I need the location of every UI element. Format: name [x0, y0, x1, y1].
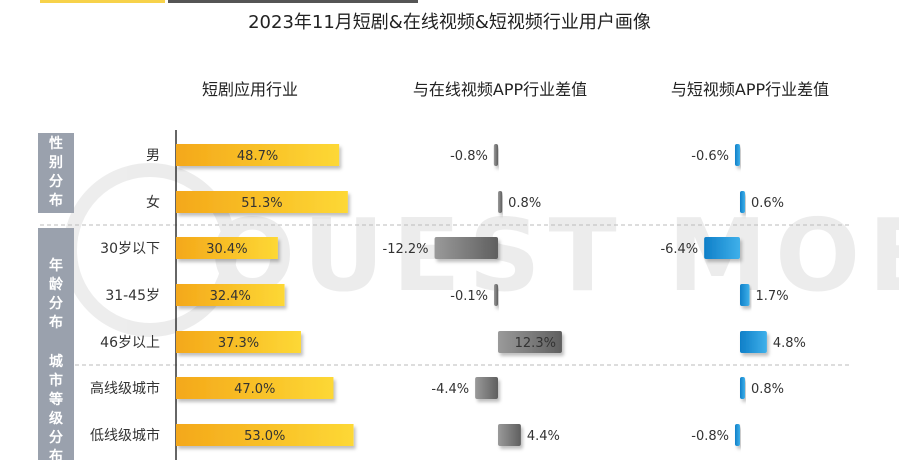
online-video-diff-label: 0.8% [508, 196, 541, 211]
group-tab: 城市等级分布 [38, 354, 74, 465]
short-drama-bar [176, 237, 278, 259]
row-label: 高线级城市 [90, 381, 160, 397]
row-label: 低线级城市 [90, 428, 160, 444]
short-video-diff-bar [740, 377, 745, 399]
short-video-diff-bar [740, 331, 767, 353]
short-drama-value-label: 51.3% [241, 196, 282, 211]
short-drama-value-label: 30.4% [206, 242, 247, 257]
online-video-diff-bar [498, 191, 503, 213]
header-short-video-diff: 与短视频APP行业差值 [670, 80, 830, 99]
short-video-diff-label: -6.4% [660, 242, 698, 257]
top-accent-stripe-dark [168, 0, 418, 3]
group-tab: 性别分布 [38, 133, 74, 213]
online-video-diff-bar [475, 377, 498, 399]
online-video-diff-label: -0.1% [450, 289, 488, 304]
short-drama-bar [176, 144, 340, 166]
online-video-diff-label: -12.2% [383, 242, 429, 257]
short-video-diff-bar [704, 237, 740, 259]
short-video-diff-bar [740, 191, 745, 213]
online-video-diff-bar [498, 424, 521, 446]
short-drama-bar [176, 377, 334, 399]
short-video-diff-label: 0.6% [751, 196, 784, 211]
short-video-diff-label: -0.6% [691, 149, 729, 164]
short-video-diff-bar [735, 424, 740, 446]
short-drama-bar [176, 424, 354, 446]
row-label: 46岁以上 [100, 335, 160, 351]
short-drama-bar [176, 191, 348, 213]
group-tab-label: 年龄分布 [48, 257, 63, 331]
top-accent-stripe-yellow [40, 0, 165, 3]
watermark: QUEST MOBILE [63, 163, 899, 337]
group-tab-label: 城市等级分布 [48, 354, 63, 465]
online-video-diff-label: 4.4% [527, 429, 560, 444]
group-tab-label: 性别分布 [48, 136, 63, 209]
group-tab: 年龄分布 [38, 228, 74, 361]
short-drama-value-label: 32.4% [210, 289, 251, 304]
row-label: 30岁以下 [100, 241, 160, 257]
online-video-diff-bar [498, 331, 562, 353]
chart-title: 2023年11月短剧&在线视频&短视频行业用户画像 [248, 12, 651, 33]
row-label: 女 [146, 195, 160, 211]
watermark-text: QUEST MOBILE [210, 197, 899, 314]
online-video-diff-label: -4.4% [431, 382, 469, 397]
short-video-diff-label: -0.8% [691, 429, 729, 444]
header-short-drama: 短剧应用行业 [201, 80, 298, 99]
short-drama-bar [176, 331, 301, 353]
row-label: 31-45岁 [105, 288, 160, 304]
short-drama-value-label: 47.0% [234, 382, 275, 397]
short-drama-value-label: 48.7% [237, 149, 278, 164]
short-video-diff-bar [735, 144, 740, 166]
online-video-diff-bar [493, 144, 498, 166]
online-video-diff-bar [494, 284, 498, 306]
short-drama-bar [176, 284, 285, 306]
short-video-diff-label: 4.8% [773, 336, 806, 351]
online-video-diff-label: -0.8% [450, 149, 488, 164]
short-video-diff-label: 0.8% [751, 382, 784, 397]
row-label: 男 [146, 148, 160, 164]
short-video-diff-bar [740, 284, 750, 306]
short-video-diff-label: 1.7% [756, 289, 789, 304]
short-drama-value-label: 53.0% [244, 429, 285, 444]
short-drama-value-label: 37.3% [218, 336, 259, 351]
online-video-diff-bar [434, 237, 498, 259]
online-video-diff-label: 12.3% [515, 336, 556, 351]
header-online-video-diff: 与在线视频APP行业差值 [412, 80, 588, 99]
